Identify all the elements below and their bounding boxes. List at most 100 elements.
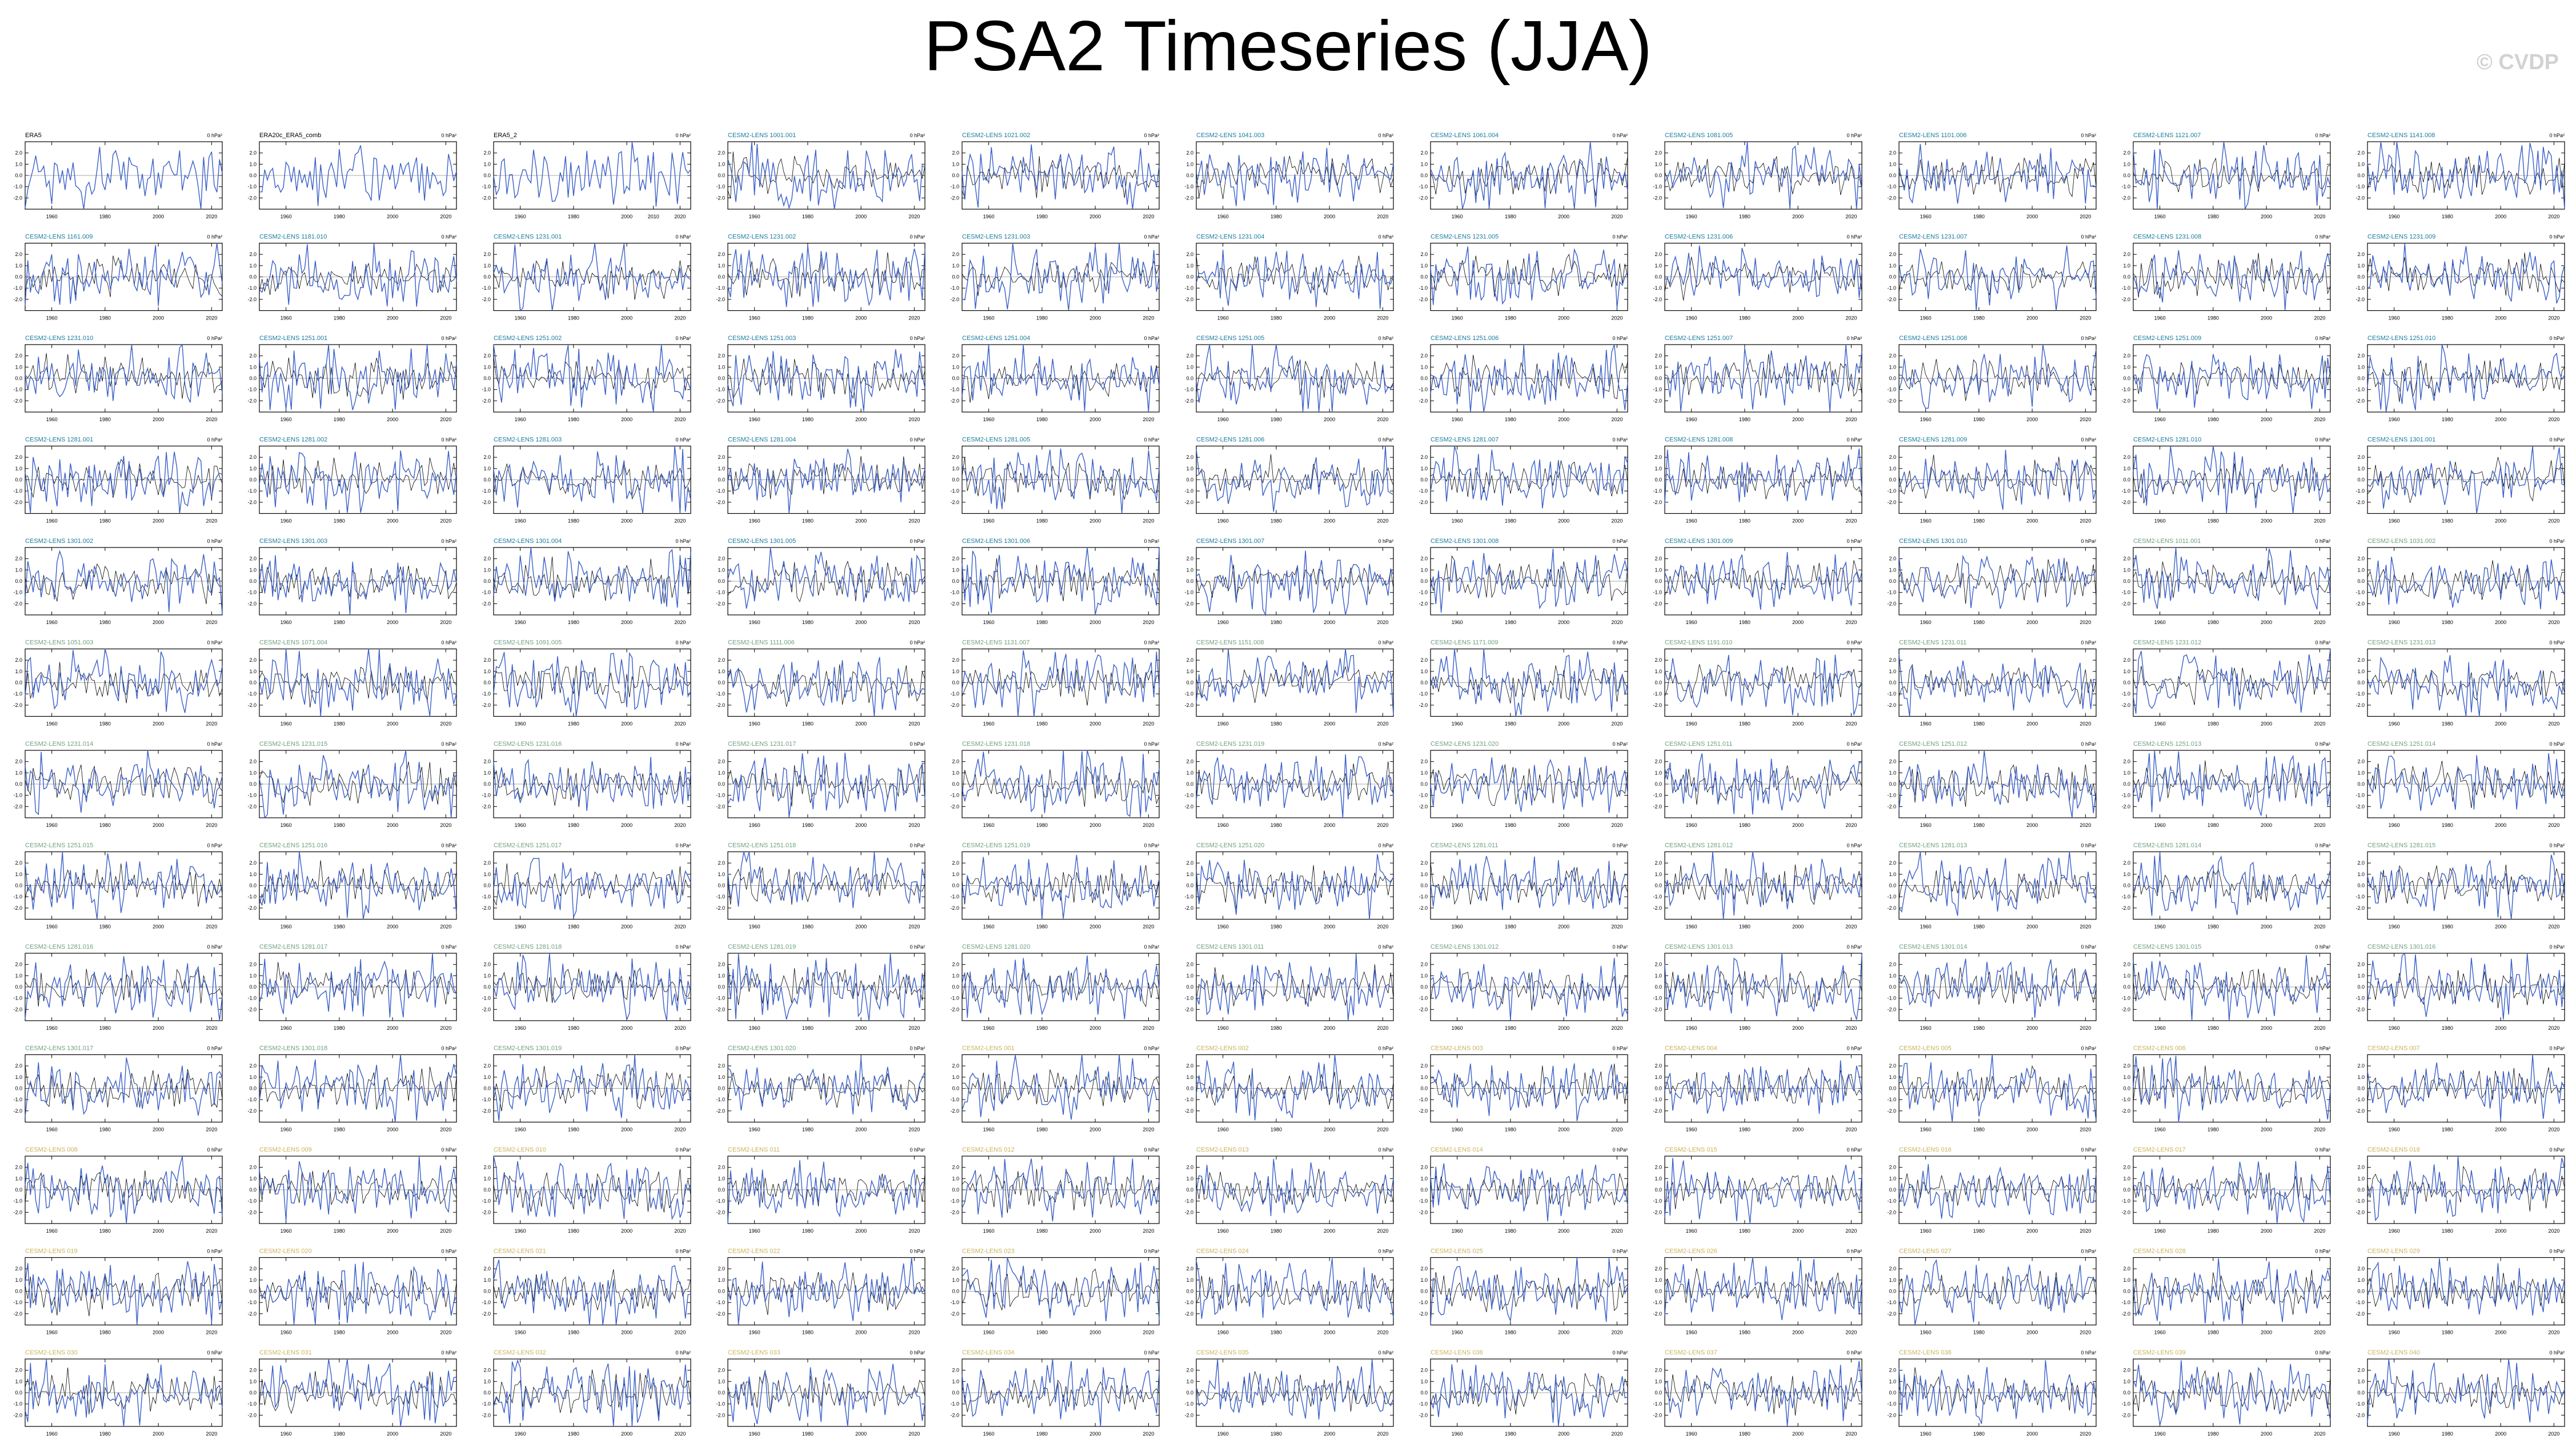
obs-series-line xyxy=(1664,970,1862,1007)
panel-label: CESM2-LENS 015 xyxy=(1665,1146,1717,1153)
y-tick-label: -2.0 xyxy=(1184,1006,1193,1012)
panel-label: CESM2-LENS 1251.016 xyxy=(259,842,327,849)
y-tick-label: 1.0 xyxy=(1654,364,1662,370)
y-tick-label: -2.0 xyxy=(950,1311,959,1317)
x-tick-label: 2020 xyxy=(1845,518,1857,524)
y-tick-label: 0.0 xyxy=(1889,883,1896,889)
x-tick-label: 1960 xyxy=(2389,1127,2400,1133)
x-tick-label: 1960 xyxy=(1217,1025,1229,1031)
y-tick-label: -1.0 xyxy=(1653,793,1662,798)
timeseries-panel: CESM2-LENS 1281.004 0 hPa²2.01.00.0-1.0-2… xyxy=(716,437,926,524)
panel-label: CESM2-LENS 1231.007 xyxy=(1899,234,1967,241)
timeseries-panel: CESM2-LENS 019 0 hPa²2.01.00.0-1.0-2.0196… xyxy=(13,1248,223,1336)
pc-series-line xyxy=(1898,852,2097,916)
y-tick-label: 0.0 xyxy=(952,1086,959,1092)
panel-unit-label: 0 hPa² xyxy=(1378,1249,1393,1254)
y-tick-label: 1.0 xyxy=(952,1378,959,1384)
y-tick-label: 1.0 xyxy=(718,263,725,269)
y-tick-label: 0.0 xyxy=(952,1289,959,1294)
y-tick-label: -2.0 xyxy=(247,1108,257,1114)
x-tick-label: 1980 xyxy=(568,619,579,625)
obs-series-line xyxy=(962,865,1160,905)
timeseries-panel: CESM2-LENS 1281.009 0 hPa²2.01.00.0-1.0-2… xyxy=(1887,437,2097,524)
pc-series-line xyxy=(727,1364,926,1427)
timeseries-panel: CESM2-LENS 025 0 hPa²2.01.00.0-1.0-2.0196… xyxy=(1419,1248,1628,1336)
panel-label: CESM2-LENS 1301.008 xyxy=(1431,538,1499,545)
panel-label: CESM2-LENS 033 xyxy=(728,1349,780,1356)
timeseries-panel: CESM2-LENS 026 0 hPa²2.01.00.0-1.0-2.0196… xyxy=(1653,1248,1862,1336)
x-tick-label: 1980 xyxy=(568,1330,579,1336)
y-tick-label: -1.0 xyxy=(2355,184,2365,190)
x-tick-label: 1960 xyxy=(515,315,526,321)
y-tick-label: -1.0 xyxy=(482,996,491,1001)
timeseries-panel: CESM2-LENS 1281.019 0 hPa²2.01.00.0-1.0-2… xyxy=(716,944,926,1031)
obs-series-line xyxy=(2367,560,2565,601)
x-tick-label: 2000 xyxy=(2026,1228,2038,1234)
timeseries-panel: CESM2-LENS 013 0 hPa²2.01.00.0-1.0-2.0196… xyxy=(1184,1146,1394,1234)
x-tick-label: 2020 xyxy=(2314,822,2325,828)
x-tick-label: 2020 xyxy=(206,214,217,219)
y-tick-label: 1.0 xyxy=(1420,973,1428,978)
x-tick-label: 2020 xyxy=(1845,721,1857,727)
pc-series-line xyxy=(2367,753,2565,811)
y-tick-label: 0.0 xyxy=(1889,274,1896,280)
obs-series-line xyxy=(1196,1370,1394,1412)
panel-label: CESM2-LENS 1021.002 xyxy=(962,132,1030,139)
panel-label: CESM2-LENS 020 xyxy=(259,1248,312,1255)
obs-series-line xyxy=(1430,157,1628,196)
x-tick-label: 1960 xyxy=(46,214,58,219)
x-tick-label: 2020 xyxy=(674,417,686,422)
y-tick-label: -1.0 xyxy=(13,996,22,1001)
x-tick-label: 1980 xyxy=(2208,1127,2219,1133)
pc-series-line xyxy=(1898,450,2097,510)
x-tick-label: 2020 xyxy=(2548,924,2559,930)
panel-unit-label: 0 hPa² xyxy=(1378,133,1393,138)
panel-label: CESM2-LENS 1301.017 xyxy=(25,1045,93,1052)
x-tick-label: 1980 xyxy=(1973,214,1985,219)
x-tick-label: 2020 xyxy=(674,518,686,524)
obs-series-line xyxy=(1430,555,1628,601)
x-tick-label: 1960 xyxy=(1452,1431,1463,1437)
x-tick-label: 2000 xyxy=(1324,619,1335,625)
panel-label: CESM2-LENS 1251.013 xyxy=(2133,741,2201,748)
y-tick-label: 1.0 xyxy=(483,1277,491,1283)
pc-series-line xyxy=(1898,554,2097,609)
y-tick-label: -1.0 xyxy=(247,285,257,291)
x-tick-label: 2020 xyxy=(2314,417,2325,422)
y-tick-label: -1.0 xyxy=(1184,1401,1193,1407)
y-tick-label: 1.0 xyxy=(249,973,257,978)
x-tick-label: 2020 xyxy=(2314,1127,2325,1133)
timeseries-panel: CESM2-LENS 1301.015 0 hPa²2.01.00.0-1.0-2… xyxy=(2121,944,2331,1031)
x-tick-label: 2000 xyxy=(2261,315,2272,321)
y-tick-label: -2.0 xyxy=(1419,1209,1428,1215)
x-tick-label: 2020 xyxy=(1611,721,1622,727)
y-tick-label: 2.0 xyxy=(1420,657,1428,663)
pc-series-line xyxy=(493,1260,691,1325)
panel-unit-label: 0 hPa² xyxy=(2549,538,2565,544)
y-tick-label: 2.0 xyxy=(483,657,491,663)
panel-unit-label: 0 hPa² xyxy=(1144,640,1159,646)
y-tick-label: -2.0 xyxy=(13,601,22,606)
x-tick-label: 1960 xyxy=(2389,518,2400,524)
x-tick-label: 2020 xyxy=(440,1330,451,1336)
pc-series-line xyxy=(962,650,1160,717)
x-tick-label: 1960 xyxy=(2154,721,2166,727)
x-tick-label: 2000 xyxy=(2495,214,2506,219)
y-tick-label: -2.0 xyxy=(2121,1108,2130,1114)
obs-series-line xyxy=(2133,968,2331,1005)
x-tick-label: 1980 xyxy=(2442,822,2453,828)
panel-unit-label: 0 hPa² xyxy=(441,1249,456,1254)
y-tick-label: 0.0 xyxy=(1186,1390,1193,1396)
y-tick-label: -1.0 xyxy=(950,996,959,1001)
y-tick-label: -1.0 xyxy=(1419,387,1428,393)
pc-series-line xyxy=(2133,547,2331,610)
y-tick-label: -1.0 xyxy=(1887,285,1896,291)
y-tick-label: -1.0 xyxy=(1419,184,1428,190)
panel-unit-label: 0 hPa² xyxy=(1612,538,1628,544)
panel-label: CESM2-LENS 1281.014 xyxy=(2133,842,2201,849)
x-tick-label: 1960 xyxy=(281,822,292,828)
pc-series-line xyxy=(25,146,223,210)
y-tick-label: 1.0 xyxy=(483,466,491,471)
obs-series-line xyxy=(2133,760,2331,798)
y-tick-label: 1.0 xyxy=(1420,567,1428,573)
